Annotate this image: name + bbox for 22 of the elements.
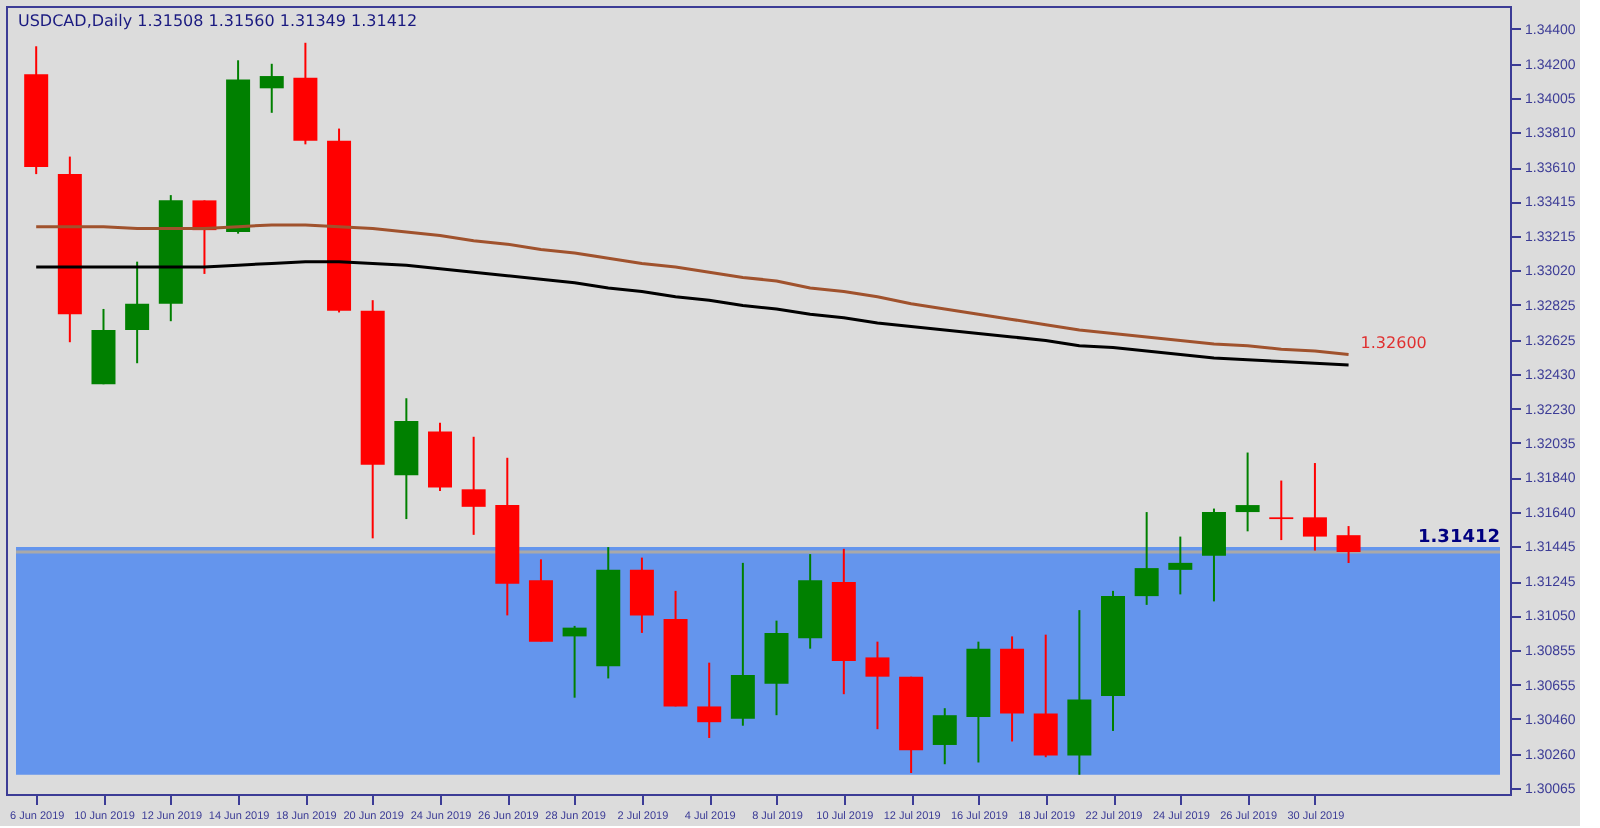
chart-title: USDCAD,Daily 1.31508 1.31560 1.31349 1.31412 xyxy=(18,12,418,30)
candlestick xyxy=(259,62,284,114)
annotation: 1.32600 xyxy=(1360,334,1427,353)
candlestick xyxy=(562,624,587,699)
candlestick xyxy=(125,260,150,365)
candlestick xyxy=(1235,451,1260,533)
candlestick xyxy=(932,707,957,766)
line-series xyxy=(34,260,1351,367)
candlestick xyxy=(629,556,654,634)
candlestick xyxy=(1168,535,1193,596)
candlestick xyxy=(730,561,755,727)
candlestick xyxy=(192,199,217,275)
candlestick xyxy=(865,640,890,731)
candlestick xyxy=(461,435,486,536)
candlestick xyxy=(1269,479,1294,542)
candlestick xyxy=(1201,507,1226,603)
candlestick xyxy=(1033,633,1058,759)
candlestick xyxy=(697,661,722,739)
ref-line-label: 1.31412 xyxy=(1418,528,1500,548)
candlestick xyxy=(1302,462,1327,552)
candlestick xyxy=(1134,511,1159,606)
candlestick xyxy=(1336,525,1361,565)
